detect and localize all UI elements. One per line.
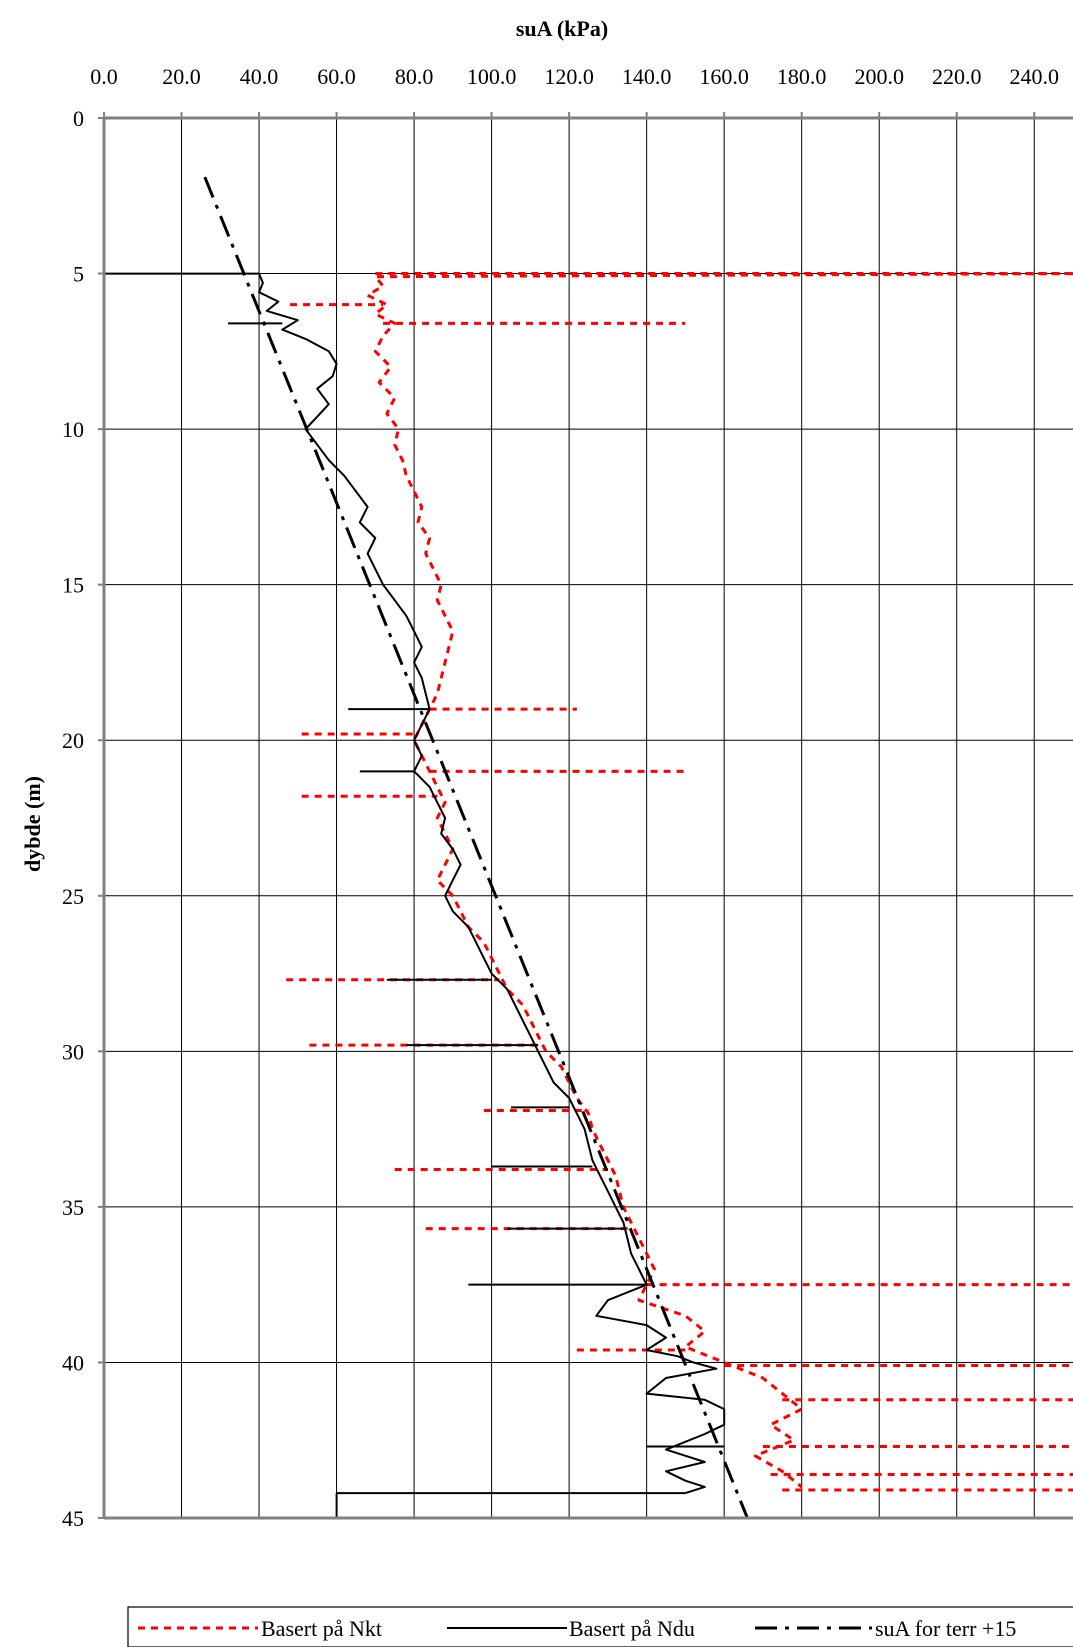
series-sua-terr — [203, 176, 749, 1519]
y-tick-label-1: 5 — [73, 262, 84, 287]
x-tick-label-6: 120.0 — [544, 64, 594, 89]
x-axis-title: suA (kPa) — [516, 16, 608, 41]
x-tick-label-1: 20.0 — [162, 64, 201, 89]
y-tick-label-9: 45 — [62, 1506, 84, 1531]
legend-box — [127, 1606, 1073, 1647]
gridlines — [104, 118, 1073, 1518]
x-tick-label-10: 200.0 — [854, 64, 904, 89]
y-tick-label-5: 25 — [62, 884, 84, 909]
y-tick-labels: 0 5 10 15 20 25 30 35 40 45 — [62, 106, 84, 1531]
x-tick-label-2: 40.0 — [240, 64, 279, 89]
legend-label-nkt: Basert på Nkt — [261, 1616, 382, 1641]
legend-label-ndu: Basert på Ndu — [569, 1616, 695, 1641]
x-tick-label-4: 80.0 — [395, 64, 434, 89]
x-tick-labels: 0.0 20.0 40.0 60.0 80.0 100.0 120.0 140.0 160.0 1… — [90, 64, 1059, 89]
y-tick-label-8: 40 — [62, 1350, 84, 1375]
y-tick-label-4: 20 — [62, 728, 84, 753]
series-nkt — [286, 272, 1073, 1492]
y-tick-label-3: 15 — [62, 573, 84, 598]
series-2-line — [203, 176, 749, 1519]
y-axis-title: dybde (m) — [20, 776, 45, 872]
x-tick-label-11: 220.0 — [932, 64, 982, 89]
series-1-line — [103, 118, 726, 1495]
x-tick-label-7: 140.0 — [622, 64, 672, 89]
y-tick-label-2: 10 — [62, 417, 84, 442]
y-tick-label-6: 30 — [62, 1039, 84, 1064]
x-tick-label-5: 100.0 — [467, 64, 517, 89]
x-tick-label-3: 60.0 — [317, 64, 356, 89]
y-tick-label-0: 0 — [73, 106, 84, 131]
x-tick-label-9: 180.0 — [777, 64, 827, 89]
x-tick-label-0: 0.0 — [90, 64, 118, 89]
x-tick-label-8: 160.0 — [699, 64, 749, 89]
legend-label-sua-terr: suA for terr +15 — [875, 1616, 1016, 1641]
series-ndu — [103, 118, 726, 1518]
plot-frame — [98, 112, 1073, 1520]
y-tick-label-7: 35 — [62, 1195, 84, 1220]
legend: Basert på Nkt Basert på Ndu suA for terr… — [127, 1606, 1073, 1647]
series-0-line — [366, 272, 1073, 1489]
x-tick-label-12: 240.0 — [1009, 64, 1059, 89]
